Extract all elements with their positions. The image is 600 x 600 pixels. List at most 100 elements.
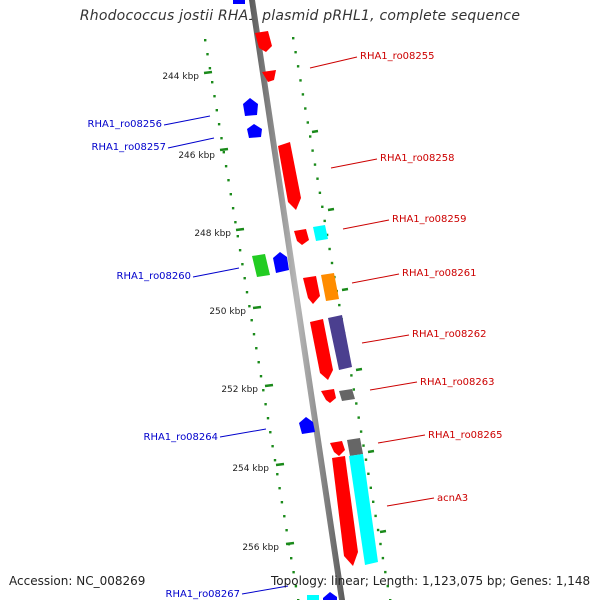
gene-red-265[interactable] (330, 441, 345, 456)
scale-dot (316, 177, 319, 180)
inner-tick (327, 207, 335, 212)
gene-cyan-bottom[interactable] (307, 595, 319, 600)
leader-RHA1_ro08262 (361, 334, 410, 344)
scale-dot (311, 149, 314, 152)
gene-RHA1_ro08257[interactable] (247, 124, 262, 138)
inner-tick (379, 529, 387, 534)
leader-lines (163, 56, 435, 595)
label-RHA1_ro08267[interactable]: RHA1_ro08267 (166, 589, 241, 600)
label-RHA1_ro08255[interactable]: RHA1_ro08255 (360, 51, 435, 62)
leader-RHA1_ro08260 (192, 267, 240, 278)
label-RHA1_ro08262[interactable]: RHA1_ro08262 (412, 329, 487, 340)
kbp-scale: 244 kbp 246 kbp 248 kbp 250 kbp 252 kbp … (162, 70, 387, 553)
leader-RHA1_ro08256 (163, 115, 211, 126)
leader-RHA1_ro08261 (351, 273, 400, 284)
scale-dot (292, 37, 295, 40)
label-RHA1_ro08264[interactable]: RHA1_ro08264 (144, 432, 219, 443)
scale-dot (262, 389, 265, 392)
label-RHA1_ro08261[interactable]: RHA1_ro08261 (402, 268, 477, 279)
tick-252 (264, 383, 274, 388)
label-RHA1_ro08263[interactable]: RHA1_ro08263 (420, 377, 495, 388)
scale-dot (359, 430, 363, 433)
scale-dot (313, 163, 317, 166)
gene-RHA1_ro08264[interactable] (299, 417, 315, 434)
gene-RHA1_ro08258[interactable] (278, 142, 301, 210)
gene-red-263[interactable] (321, 389, 336, 403)
gene-red-261[interactable] (303, 276, 320, 304)
gene-red-acnA3[interactable] (332, 456, 358, 566)
gene-small-red-244[interactable] (262, 70, 276, 82)
scale-dot (301, 93, 305, 96)
label-RHA1_ro08257[interactable]: RHA1_ro08257 (92, 142, 167, 153)
scale-dot (362, 444, 365, 447)
scale-dot (257, 361, 260, 364)
gene-red-262[interactable] (310, 319, 333, 380)
scale-dot (259, 375, 263, 378)
gene-red-248[interactable] (294, 229, 309, 245)
tick-246 (219, 147, 229, 152)
label-RHA1_ro08265[interactable]: RHA1_ro08265 (428, 430, 503, 441)
gene-labels: RHA1_ro08255 RHA1_ro08258 RHA1_ro08259 R… (88, 51, 503, 600)
gene-RHA1_ro08261[interactable] (321, 273, 339, 301)
gene-RHA1_ro08255[interactable] (255, 31, 272, 52)
scale-dot (217, 123, 221, 126)
scale-dot (241, 263, 244, 266)
scale-dot (227, 179, 230, 182)
gene-RHA1_ro08260[interactable] (273, 252, 289, 273)
leader-RHA1_ro08264 (219, 428, 267, 438)
tick-label-256: 256 kbp (242, 543, 279, 553)
label-RHA1_ro08260[interactable]: RHA1_ro08260 (117, 271, 192, 282)
tick-256 (285, 541, 295, 546)
scale-dot (238, 249, 242, 252)
tick-250 (252, 305, 262, 310)
tick-label-252: 252 kbp (221, 385, 258, 395)
leader-RHA1_ro08255 (309, 56, 358, 69)
scale-dot (381, 556, 385, 560)
gene-RHA1_ro08262[interactable] (328, 315, 352, 370)
gene-RHA1_ro08259[interactable] (313, 225, 328, 241)
scale-dot (296, 65, 300, 68)
scale-dot (208, 67, 212, 70)
scale-dot (376, 528, 380, 532)
leader-acnA3 (386, 497, 435, 507)
gene-RHA1_ro08265[interactable] (347, 438, 363, 456)
gene-RHA1_ro08256[interactable] (243, 98, 258, 116)
scale-dot (222, 151, 225, 154)
inner-tick (355, 367, 363, 372)
scale-dot (292, 571, 295, 574)
leader-RHA1_ro08265 (377, 434, 426, 444)
scale-dot (379, 542, 382, 546)
label-RHA1_ro08259[interactable]: RHA1_ro08259 (392, 214, 467, 225)
label-acnA3[interactable]: acnA3 (437, 493, 468, 504)
scale-dot (350, 374, 353, 377)
scale-dot (204, 39, 207, 42)
label-RHA1_ro08258[interactable]: RHA1_ro08258 (380, 153, 455, 164)
gene-green-260[interactable] (252, 254, 270, 277)
inner-tick (367, 449, 375, 454)
gene-RHA1_ro08267[interactable] (323, 592, 337, 600)
scale-dot (328, 247, 331, 251)
leader-RHA1_ro08263 (369, 381, 418, 391)
gene-RHA1_ro08263[interactable] (339, 389, 355, 401)
scale-dot (224, 165, 228, 168)
genome-summary-text: Topology: linear; Length: 1,123,075 bp; … (271, 574, 591, 588)
inner-tick (311, 129, 319, 134)
gene-acnA3[interactable] (349, 454, 378, 565)
scale-dot (323, 219, 326, 223)
scale-dot (248, 305, 251, 308)
scale-dot (220, 137, 223, 140)
scale-dot (273, 459, 277, 462)
label-RHA1_ro08256[interactable]: RHA1_ro08256 (88, 119, 163, 130)
scale-dot (276, 473, 279, 476)
map-title: Rhodococcus jostii RHA1 plasmid pRHL1, c… (79, 8, 521, 24)
scale-dot (250, 319, 253, 322)
scale-dot (338, 303, 341, 307)
scale-dot (255, 347, 258, 350)
scale-dot (355, 402, 358, 405)
scale-dot (294, 585, 298, 588)
scale-dot (245, 291, 249, 294)
backbone (233, 0, 345, 600)
tick-248 (235, 227, 245, 232)
scale-dot (264, 403, 267, 406)
